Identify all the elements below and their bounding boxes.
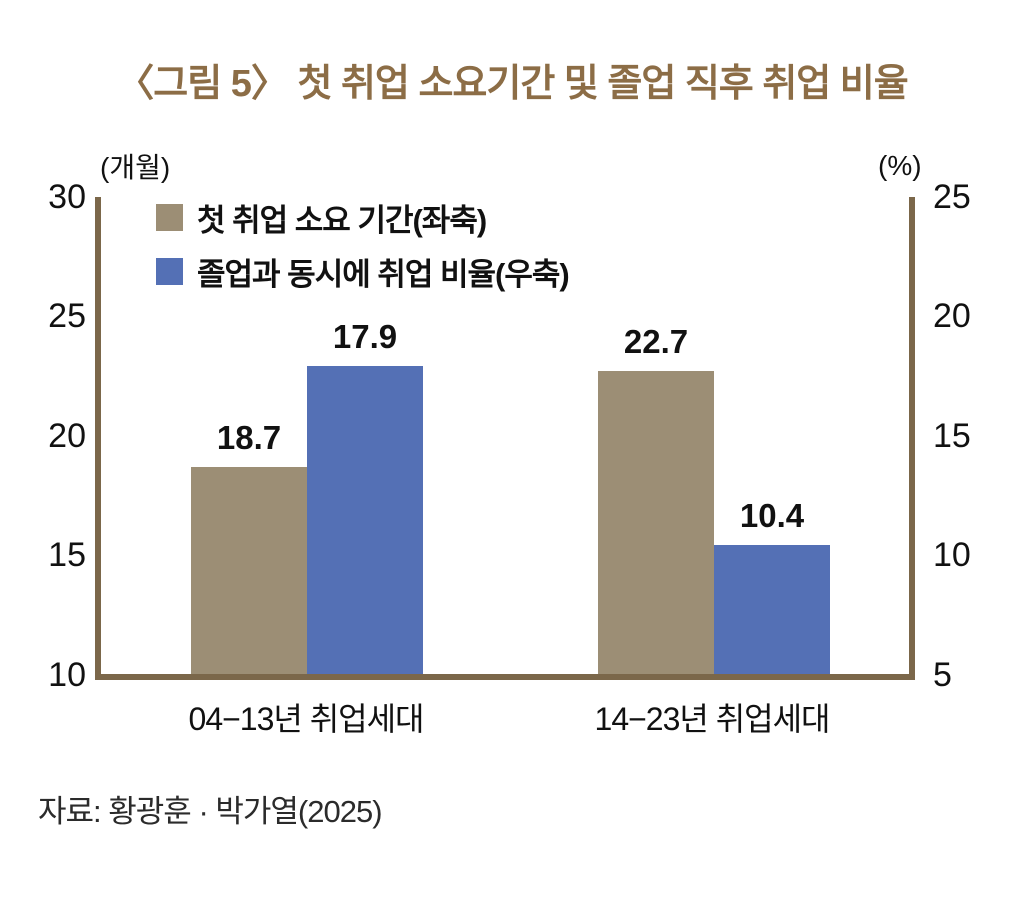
left-axis-tick: 15: [48, 536, 86, 574]
left-axis-tick: 25: [48, 297, 86, 335]
bar-employment-at-graduation-14-23: [714, 545, 830, 674]
legend-label: 첫 취업 소요 기간(좌축): [197, 202, 487, 238]
left-axis-unit-label: (개월): [100, 152, 171, 183]
category-label-04-13: 04−13년 취업세대: [188, 701, 425, 737]
right-axis-tick: 20: [933, 297, 971, 335]
plot-area: 첫 취업 소요 기간(좌축) 졸업과 동시에 취업 비율(우축) 18.7 17…: [95, 197, 915, 680]
left-axis-tick: 10: [48, 656, 86, 694]
bar-value-label: 17.9: [332, 318, 398, 356]
right-axis-tick: 15: [933, 417, 971, 455]
bar-group-14-23: 22.7 10.4: [598, 197, 830, 674]
legend-item-time-to-employment: 첫 취업 소요 기간(좌축): [156, 199, 569, 238]
bar-cell: 10.4: [714, 197, 830, 674]
bar-cell: 18.7: [191, 197, 307, 674]
bar-cell: 22.7: [598, 197, 714, 674]
bar-value-label: 18.7: [216, 418, 282, 456]
page-title: 〈그림 5〉 첫 취업 소요기간 및 졸업 직후 취업 비율: [116, 63, 908, 105]
bar-time-to-employment-04-13: [191, 466, 307, 674]
bar-employment-at-graduation-04-13: [307, 366, 423, 674]
right-axis-tick: 10: [933, 536, 971, 574]
bar-value-label: 10.4: [739, 497, 805, 535]
right-axis-tick: 5: [933, 656, 952, 694]
legend-label: 졸업과 동시에 취업 비율(우축): [197, 256, 570, 292]
bar-time-to-employment-14-23: [598, 371, 714, 674]
source-note: 자료: 황광훈 · 박가열(2025): [38, 794, 383, 829]
chart-legend: 첫 취업 소요 기간(좌축) 졸업과 동시에 취업 비율(우축): [156, 199, 570, 307]
legend-item-employment-at-graduation: 졸업과 동시에 취업 비율(우축): [156, 253, 570, 292]
right-axis-tick: 25: [933, 178, 971, 216]
right-axis-unit-label: (%): [878, 150, 922, 181]
left-axis-tick: 20: [48, 417, 86, 455]
legend-swatch-tan: [156, 203, 183, 231]
category-label-14-23: 14−23년 취업세대: [594, 701, 831, 737]
bar-cell: 17.9: [307, 197, 423, 674]
legend-swatch-blue: [156, 257, 183, 285]
left-axis-tick: 30: [48, 178, 86, 216]
bar-group-04-13: 18.7 17.9: [191, 197, 423, 674]
bar-value-label: 22.7: [623, 323, 689, 361]
